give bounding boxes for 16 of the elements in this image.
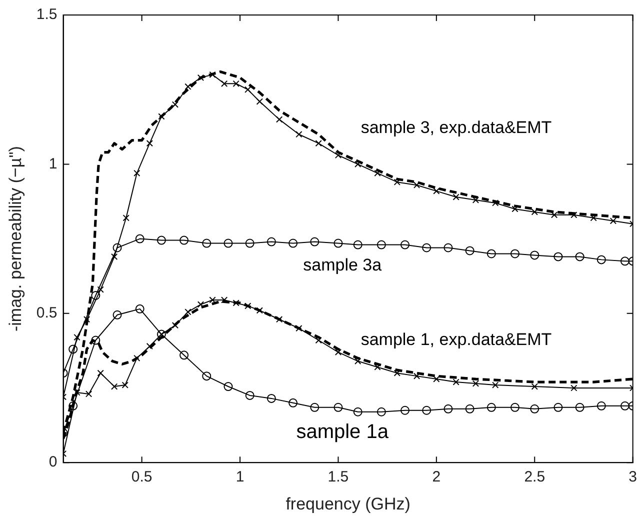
x-tick-label: 0.5 [131, 468, 152, 486]
annotation: sample 1a [296, 421, 390, 444]
x-tick-label: 2 [432, 468, 441, 486]
x-tick-label: 1.5 [328, 468, 349, 486]
y-tick-label: 1.5 [36, 6, 58, 24]
y-tick-label: 0 [48, 454, 58, 471]
x-tick-label: 3 [628, 468, 637, 486]
x-tick-label: 1 [236, 468, 244, 486]
y-axis-title: -imag. permeability (−µ") [6, 146, 25, 332]
x-axis-title: frequency (GHz) [286, 494, 410, 514]
y-tick-label: 1 [48, 155, 58, 172]
x-tick-label: 2.5 [524, 468, 546, 486]
annotation: sample 3a [303, 255, 382, 274]
annotation: sample 3, exp.data&EMT [360, 118, 552, 137]
annotation: sample 1, exp.data&EMT [360, 330, 552, 350]
y-tick-label: 0.5 [36, 304, 58, 322]
